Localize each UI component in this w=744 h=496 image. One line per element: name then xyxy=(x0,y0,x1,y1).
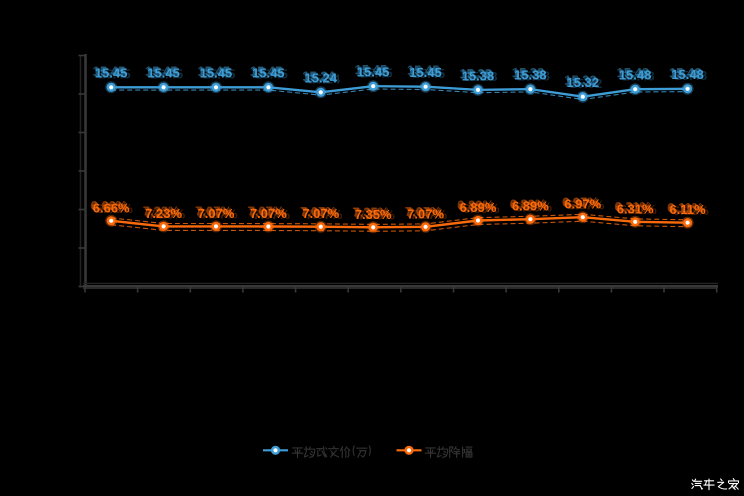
svg-text:7.07%: 7.07% xyxy=(248,204,285,219)
svg-text:6.89%: 6.89% xyxy=(458,199,495,214)
svg-text:7.07%: 7.07% xyxy=(301,205,338,220)
svg-text:15.38: 15.38 xyxy=(462,68,495,83)
svg-text:7.23%: 7.23% xyxy=(143,204,180,219)
svg-text:6.31%: 6.31% xyxy=(614,199,651,214)
svg-text:15.48: 15.48 xyxy=(670,66,703,81)
svg-text:6.66%: 6.66% xyxy=(92,199,129,214)
svg-text:15.45: 15.45 xyxy=(98,67,131,82)
svg-text:6.11%: 6.11% xyxy=(667,200,704,215)
svg-text:15.32: 15.32 xyxy=(570,76,603,91)
svg-text:7.07%: 7.07% xyxy=(196,205,233,220)
svg-text:7.07%: 7.07% xyxy=(201,207,238,222)
svg-text:15.32: 15.32 xyxy=(565,74,598,89)
svg-text:7.35%: 7.35% xyxy=(352,204,389,219)
svg-text:7.35%: 7.35% xyxy=(355,207,392,222)
svg-text:15.38: 15.38 xyxy=(512,65,545,80)
svg-text:15.45: 15.45 xyxy=(356,64,389,79)
svg-text:6.89%: 6.89% xyxy=(460,200,497,215)
svg-text:15.45: 15.45 xyxy=(147,66,180,81)
svg-text:6.97%: 6.97% xyxy=(564,197,601,212)
svg-text:15.48: 15.48 xyxy=(671,67,704,82)
svg-text:15.45: 15.45 xyxy=(250,63,283,78)
svg-text:6.31%: 6.31% xyxy=(620,202,657,217)
svg-text:6.66%: 6.66% xyxy=(93,200,130,215)
svg-text:6.31%: 6.31% xyxy=(616,200,653,215)
svg-text:6.11%: 6.11% xyxy=(673,203,710,218)
svg-text:15.45: 15.45 xyxy=(355,62,388,77)
svg-text:15.45: 15.45 xyxy=(252,66,285,81)
svg-text:15.45: 15.45 xyxy=(94,65,127,80)
svg-text:7.07%: 7.07% xyxy=(253,207,290,222)
svg-text:6.66%: 6.66% xyxy=(90,198,127,213)
svg-text:15.45: 15.45 xyxy=(255,67,288,82)
svg-text:15.45: 15.45 xyxy=(203,67,236,82)
svg-text:6.31%: 6.31% xyxy=(617,201,654,216)
svg-text:15.48: 15.48 xyxy=(675,68,708,83)
svg-text:15.24: 15.24 xyxy=(302,68,335,83)
svg-text:7.07%: 7.07% xyxy=(405,204,442,219)
svg-text:6.89%: 6.89% xyxy=(515,200,552,215)
svg-text:7.07%: 7.07% xyxy=(198,206,235,221)
svg-text:15.45: 15.45 xyxy=(360,65,393,80)
svg-text:15.48: 15.48 xyxy=(617,65,650,80)
svg-text:15.38: 15.38 xyxy=(517,68,550,83)
svg-text:15.24: 15.24 xyxy=(303,70,336,85)
svg-text:7.07%: 7.07% xyxy=(249,205,286,220)
svg-text:6.97%: 6.97% xyxy=(563,196,600,211)
svg-text:15.45: 15.45 xyxy=(413,66,446,81)
svg-text:15.24: 15.24 xyxy=(308,72,341,87)
svg-text:15.45: 15.45 xyxy=(197,63,230,78)
svg-text:7.07%: 7.07% xyxy=(300,204,337,219)
svg-text:6.11%: 6.11% xyxy=(668,201,705,216)
svg-text:6.66%: 6.66% xyxy=(96,201,133,216)
svg-text:15.38: 15.38 xyxy=(465,69,498,84)
svg-text:15.45: 15.45 xyxy=(145,63,178,78)
svg-text:6.97%: 6.97% xyxy=(562,194,599,209)
svg-text:6.89%: 6.89% xyxy=(512,199,549,214)
svg-text:7.35%: 7.35% xyxy=(358,208,395,223)
svg-text:7.07%: 7.07% xyxy=(302,206,339,221)
svg-text:15.24: 15.24 xyxy=(305,71,338,86)
svg-text:7.07%: 7.07% xyxy=(410,207,447,222)
svg-text:15.48: 15.48 xyxy=(619,68,652,83)
svg-text:15.45: 15.45 xyxy=(151,67,184,82)
svg-text:7.07%: 7.07% xyxy=(306,207,343,222)
svg-text:7.35%: 7.35% xyxy=(354,206,391,221)
svg-text:15.38: 15.38 xyxy=(513,66,546,81)
svg-text:15.45: 15.45 xyxy=(357,65,390,80)
svg-text:15.38: 15.38 xyxy=(459,66,492,81)
svg-text:15.45: 15.45 xyxy=(200,66,233,81)
svg-text:7.07%: 7.07% xyxy=(250,206,287,221)
svg-text:15.45: 15.45 xyxy=(251,65,284,80)
svg-text:15.48: 15.48 xyxy=(618,67,651,82)
svg-text:6.11%: 6.11% xyxy=(670,202,707,217)
svg-text:15.45: 15.45 xyxy=(408,64,441,79)
svg-text:6.97%: 6.97% xyxy=(568,198,605,213)
svg-text:15.45: 15.45 xyxy=(146,65,179,80)
svg-text:15.38: 15.38 xyxy=(514,68,547,83)
svg-text:15.45: 15.45 xyxy=(199,65,232,80)
svg-text:7.23%: 7.23% xyxy=(144,205,181,220)
svg-text:6.89%: 6.89% xyxy=(463,201,500,216)
svg-text:15.48: 15.48 xyxy=(669,65,702,80)
svg-text:15.45: 15.45 xyxy=(93,63,126,78)
svg-text:7.23%: 7.23% xyxy=(145,206,182,221)
svg-text:15.45: 15.45 xyxy=(407,63,440,78)
svg-text:6.89%: 6.89% xyxy=(510,196,547,211)
svg-text:15.45: 15.45 xyxy=(95,66,128,81)
svg-text:7.07%: 7.07% xyxy=(407,206,444,221)
svg-text:7.07%: 7.07% xyxy=(406,205,443,220)
svg-text:15.32: 15.32 xyxy=(567,75,600,90)
svg-text:6.89%: 6.89% xyxy=(457,198,494,213)
svg-text:6.89%: 6.89% xyxy=(511,198,548,213)
svg-text:15.48: 15.48 xyxy=(622,68,655,83)
svg-text:7.23%: 7.23% xyxy=(148,207,185,222)
svg-text:7.07%: 7.07% xyxy=(195,204,232,219)
svg-text:15.45: 15.45 xyxy=(409,65,442,80)
svg-text:15.38: 15.38 xyxy=(461,67,494,82)
svg-text:15.32: 15.32 xyxy=(564,73,597,88)
